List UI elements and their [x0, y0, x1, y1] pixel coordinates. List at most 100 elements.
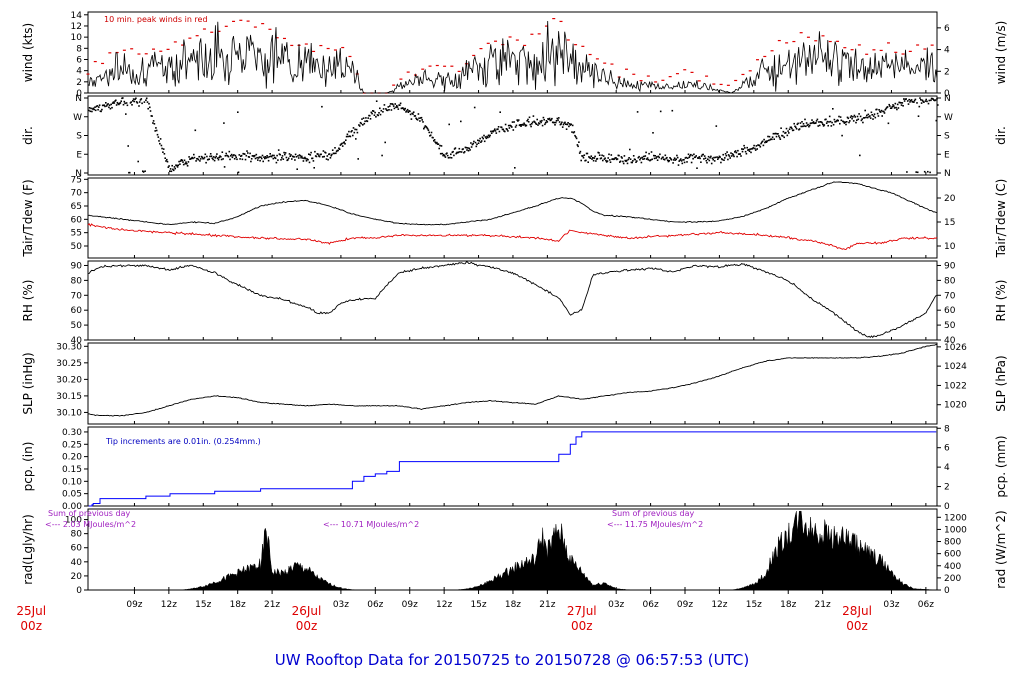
dir-point	[130, 101, 132, 103]
dir-point	[809, 122, 812, 125]
dir-point	[490, 132, 493, 134]
dir-point	[629, 158, 632, 160]
dir-point	[476, 143, 478, 146]
dir-point	[815, 120, 818, 122]
dir-point	[308, 161, 311, 164]
dir-point	[805, 122, 808, 124]
dir-point	[557, 119, 559, 121]
dir-point	[637, 156, 640, 159]
dir-point	[725, 154, 728, 157]
dir-point	[603, 158, 606, 160]
dir-point	[108, 104, 111, 106]
dir-point	[862, 121, 864, 124]
dir-point	[234, 154, 237, 157]
dir-point	[675, 158, 677, 160]
dir-point	[172, 169, 175, 172]
dir-point	[131, 104, 133, 106]
dir-point	[794, 125, 796, 128]
dir-point	[339, 144, 342, 146]
pcp-left-tick-label: 0.00	[62, 502, 82, 512]
dir-point	[321, 105, 323, 108]
dir-point	[910, 99, 913, 101]
dir-point	[406, 108, 409, 111]
dir-point	[145, 97, 148, 100]
dir-point	[873, 113, 876, 115]
dir-point	[354, 128, 356, 131]
dir-point	[334, 147, 336, 149]
dir-point	[374, 111, 376, 114]
dir-point	[213, 159, 216, 162]
dir-point	[714, 156, 717, 159]
dir-point	[622, 160, 624, 163]
dir-point	[331, 153, 333, 156]
dir-point	[752, 147, 755, 149]
dir-point	[194, 129, 197, 132]
dir-point	[293, 156, 295, 158]
dir-point	[199, 158, 202, 160]
dir-point	[176, 166, 179, 168]
time-axis-tick-label: 06z	[918, 600, 934, 610]
dir-point	[754, 149, 757, 151]
dir-point	[691, 154, 694, 157]
dir-point	[589, 157, 592, 159]
dir-point	[774, 132, 776, 135]
dir-point	[745, 152, 748, 155]
rad-right-tick-label: 400	[944, 562, 961, 572]
dir-point	[515, 124, 518, 127]
time-axis-tick-label: 03z	[608, 600, 624, 610]
dir-point	[815, 122, 817, 124]
dir-point	[100, 110, 102, 113]
rad-left-tick-label: 40	[71, 558, 83, 568]
dir-point	[172, 168, 174, 171]
dir-point	[301, 157, 304, 159]
dir-point	[479, 137, 481, 140]
dir-point	[486, 135, 488, 138]
dir-point	[418, 117, 420, 119]
dir-point	[353, 131, 356, 134]
dir-point	[450, 157, 453, 159]
rh-line	[87, 261, 938, 339]
dir-point	[455, 152, 457, 155]
dir-point	[768, 139, 770, 142]
dir-point	[375, 116, 377, 118]
dir-point	[421, 119, 423, 121]
dir-point	[124, 102, 126, 105]
dir-point	[859, 115, 862, 118]
dir-point	[575, 136, 577, 138]
dir-point	[331, 149, 334, 151]
dir-point	[108, 106, 110, 109]
dir-point	[585, 159, 587, 162]
dir-point	[808, 125, 810, 128]
dir-point	[399, 102, 402, 105]
dir-point	[277, 159, 279, 161]
dir-point	[520, 125, 522, 127]
dir-point	[726, 151, 728, 153]
dir-point	[136, 102, 139, 104]
dir-point	[128, 171, 131, 174]
dir-point	[788, 132, 790, 134]
dir-point	[118, 103, 120, 106]
dir-point	[231, 156, 234, 159]
dir-point	[160, 144, 163, 147]
dir-point	[358, 124, 360, 126]
dir-point	[171, 164, 173, 167]
dir-point	[798, 128, 801, 130]
dir-point	[519, 124, 521, 126]
dir-point	[457, 151, 460, 153]
dir-point	[620, 156, 623, 158]
dir-point	[711, 157, 714, 160]
dir-point	[170, 170, 173, 173]
dir-point	[594, 155, 596, 158]
dir-point	[816, 118, 819, 121]
dir-point	[143, 101, 146, 103]
dir-point	[663, 158, 666, 161]
dir-point	[452, 150, 454, 153]
dir-point	[676, 154, 678, 157]
dir-point	[580, 159, 582, 162]
dir-point	[161, 147, 163, 150]
dir-point	[517, 119, 520, 121]
dir-point	[244, 158, 247, 161]
pcp-left-tick-label: 0.20	[62, 453, 82, 463]
dir-point	[123, 100, 126, 103]
dir-point	[540, 121, 542, 124]
